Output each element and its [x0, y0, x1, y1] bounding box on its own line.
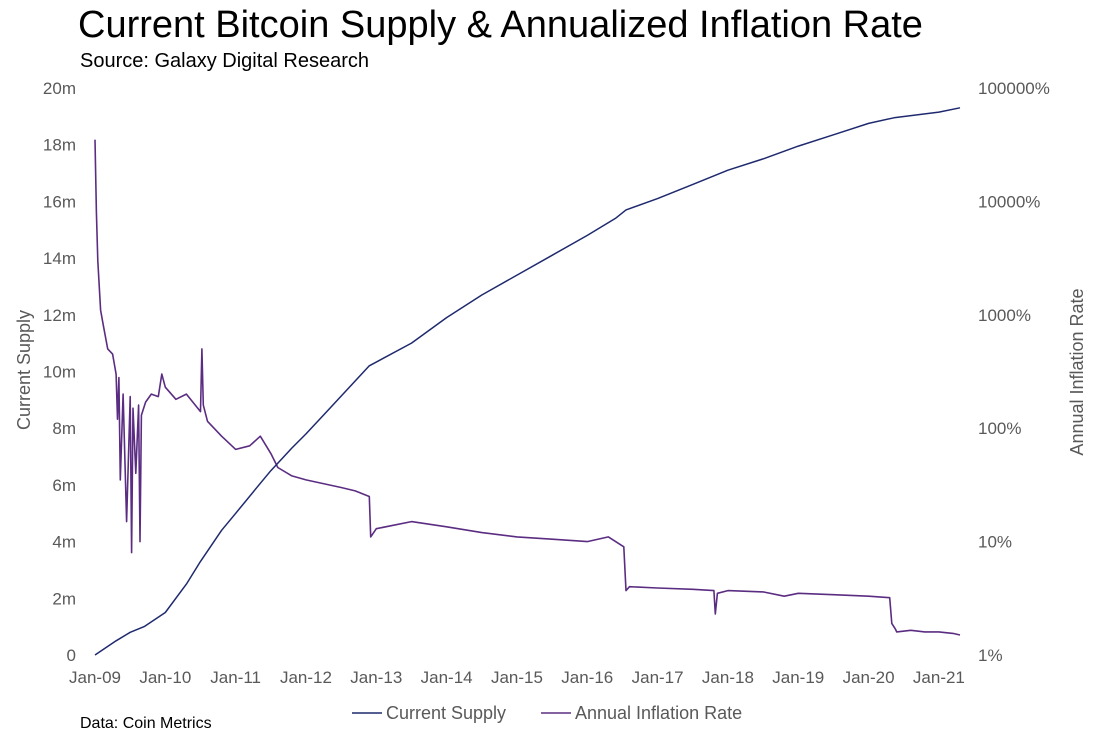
chart-title: Current Bitcoin Supply & Annualized Infl… [78, 4, 923, 46]
y-tick-label-5: 10m [43, 363, 76, 382]
data-source-note: Data: Coin Metrics [80, 715, 212, 732]
x-tick-label-9: Jan-18 [702, 668, 754, 687]
y-tick-label-10: 20m [43, 79, 76, 98]
y-tick-label-1: 2m [52, 589, 76, 608]
y2-tick-label-5: 100000% [978, 79, 1050, 98]
y2-tick-label-3: 1000% [978, 306, 1031, 325]
legend: Current Supply Annual Inflation Rate [352, 703, 742, 723]
legend-label-inflation: Annual Inflation Rate [575, 703, 742, 723]
chart-subtitle: Source: Galaxy Digital Research [80, 50, 370, 72]
y-tick-label-8: 16m [43, 192, 76, 211]
x-tick-label-11: Jan-20 [843, 668, 895, 687]
x-tick-label-4: Jan-13 [350, 668, 402, 687]
right-axis-label: Annual Inflation Rate [1067, 288, 1087, 455]
y2-tick-label-1: 10% [978, 533, 1012, 552]
y-tick-label-9: 18m [43, 136, 76, 155]
x-tick-label-0: Jan-09 [69, 668, 121, 687]
y-tick-label-3: 6m [52, 476, 76, 495]
series-layer [94, 107, 961, 656]
left-axis-label: Current Supply [14, 310, 34, 430]
series-line-annual-inflation-rate [94, 139, 961, 636]
y-tick-label-0: 0 [67, 646, 76, 665]
y2-tick-label-0: 1% [978, 646, 1003, 665]
y-tick-label-6: 12m [43, 306, 76, 325]
y2-tick-label-2: 100% [978, 419, 1021, 438]
x-tick-label-2: Jan-11 [210, 668, 261, 687]
right-axis-ticks: 1% 10% 100% 1000% 10000% 100000% [978, 79, 1050, 665]
left-axis-ticks: 0 2m 4m 6m 8m 10m 12m 14m 16m 18m 20m [43, 79, 76, 665]
x-tick-label-1: Jan-10 [139, 668, 191, 687]
series-line-current-supply [94, 107, 961, 656]
x-axis-ticks: Jan-09 Jan-10 Jan-11 Jan-12 Jan-13 Jan-14 Jan-… [69, 668, 965, 687]
x-tick-label-3: Jan-12 [280, 668, 332, 687]
x-tick-label-8: Jan-17 [632, 668, 684, 687]
x-tick-label-10: Jan-19 [772, 668, 824, 687]
y-tick-label-7: 14m [43, 249, 76, 268]
legend-label-supply: Current Supply [386, 703, 506, 723]
y2-tick-label-4: 10000% [978, 192, 1040, 211]
x-tick-label-7: Jan-16 [561, 668, 613, 687]
x-tick-label-5: Jan-14 [421, 668, 473, 687]
x-tick-label-6: Jan-15 [491, 668, 543, 687]
y-tick-label-2: 4m [52, 533, 76, 552]
y-tick-label-4: 8m [52, 419, 76, 438]
x-tick-label-12: Jan-21 [913, 668, 965, 687]
